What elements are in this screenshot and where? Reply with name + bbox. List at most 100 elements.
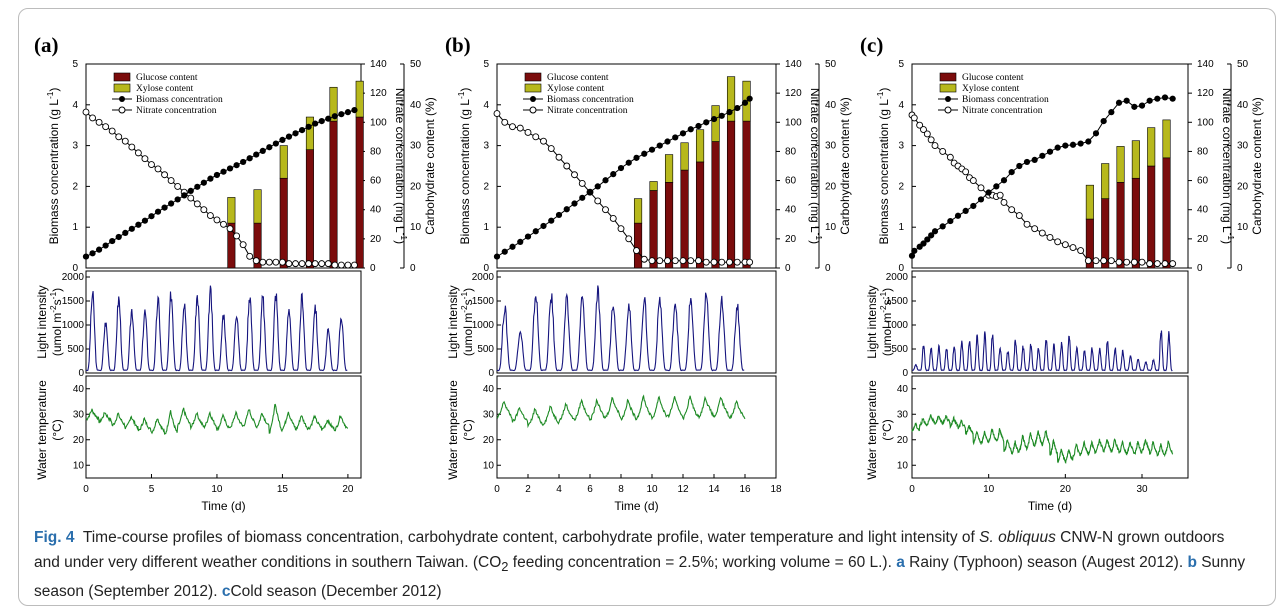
panel-1-biomass-tick-label: 2: [483, 181, 489, 192]
panel-1-x-tick-label: 16: [739, 484, 751, 495]
panel-2-top-frame: [911, 63, 1189, 269]
panel-0-nitrate-point: [200, 206, 208, 214]
panel-1-nitrate-point: [532, 133, 540, 141]
panel-0-biomass-point: [148, 213, 155, 220]
figure-frame: [18, 8, 1276, 606]
panel-0-biomass-tick-label: 1: [72, 222, 78, 233]
panel-0-biomass-tick-label: 5: [72, 59, 78, 70]
panel-0-biomass-point: [82, 253, 90, 260]
panel-1-temp-tick-label: 40: [483, 384, 495, 395]
panel-0-y-temp-label-1: Water temperature: [35, 380, 49, 480]
panel-1-nitrate-point: [501, 118, 509, 126]
panel-2-legend-xylose-swatch: [939, 83, 957, 93]
panel-1-biomass-point: [517, 238, 524, 245]
panel-0-biomass-point: [95, 246, 103, 253]
panel-1-x-tick-label: 14: [708, 484, 720, 495]
panel-0-light-tick-label: 0: [78, 368, 84, 379]
panel-1-carb-tick-label: 20: [825, 181, 837, 192]
panel-0-carb-tick-label: 10: [410, 222, 422, 233]
panel-0-nitrate-point: [344, 261, 352, 269]
panel-2-legend-text-2: Biomass concentration: [962, 95, 1049, 105]
panel-0-biomass-point: [200, 179, 207, 186]
panel-1-y-carb-label: Carbohydrate content (%): [838, 97, 852, 234]
panel-1-biomass-point: [726, 109, 733, 116]
panel-2-x-tick-label: 10: [983, 484, 995, 495]
panel-0-nitrate-point: [148, 161, 155, 168]
panel-0-xylose-bar: [253, 189, 262, 224]
panel-2-legend-nitrate-marker: [944, 106, 952, 114]
panel-0-biomass-point: [233, 162, 240, 169]
panel-2-nitrate-tick-label: 20: [1197, 234, 1209, 245]
panel-2-biomass-point: [911, 247, 918, 254]
panel-1-biomass-point: [610, 171, 617, 178]
panel-1-nitrate-point: [746, 258, 754, 266]
panel-2-nitrate-point: [1031, 225, 1039, 233]
panel-2-biomass-point: [1138, 102, 1146, 109]
panel-1-biomass-point: [641, 150, 648, 157]
panel-1-legend-text-2: Biomass concentration: [547, 95, 634, 105]
panel-0-x-tick-label: 0: [83, 484, 89, 495]
panel-0-legend-nitrate-marker: [118, 106, 126, 114]
panel-2-nitrate-tick-label: 140: [1197, 59, 1214, 70]
panel-0-xylose-bar: [227, 197, 236, 224]
panel-2-biomass-point: [962, 207, 969, 214]
panel-2-xylose-bar: [1101, 163, 1110, 199]
caption-label: Fig. 4: [34, 529, 75, 546]
panel-1-biomass-point: [548, 217, 555, 224]
panel-0-carb-tick-label: 30: [410, 141, 422, 152]
panel-2-biomass-point: [1169, 95, 1176, 102]
panel-2-biomass-point: [1146, 97, 1153, 104]
panel-1-nitrate-point: [516, 124, 524, 132]
panel-1-x-tick-label: 10: [646, 484, 658, 495]
panel-1-x-label: Time (d): [614, 499, 658, 513]
panel-2-nitrate-point: [1138, 258, 1146, 266]
panel-1-y-temp-label-1: Water temperature: [446, 380, 460, 480]
panel-1-biomass-point: [741, 99, 749, 106]
panel-2-light-frame: [911, 270, 1189, 374]
panel-0-carb-tick-label: 50: [410, 59, 422, 70]
panel-1-nitrate-point: [656, 257, 664, 265]
panel-0-nitrate-point: [278, 258, 286, 266]
panel-1-nitrate-point: [578, 180, 586, 187]
caption-a-label: a: [896, 554, 905, 571]
panel-1-biomass-point: [617, 164, 625, 172]
panel-0-legend-biomass-marker: [119, 96, 125, 102]
panel-0-nitrate-point: [233, 232, 241, 240]
panel-0-x-tick-label: 10: [211, 484, 223, 495]
figure-4: (a)01234502040608010012014001020304050Bi…: [34, 33, 1264, 513]
panel-0-biomass-point: [174, 196, 181, 203]
panel-0-biomass-point: [259, 147, 266, 155]
panel-1-biomass-point: [555, 211, 563, 219]
panel-2-light-series: [911, 330, 1173, 372]
panel-2-nitrate-point: [1015, 212, 1023, 219]
panel-0-nitrate-point: [265, 258, 273, 266]
panel-0-carb-tick-label: 40: [410, 100, 422, 111]
panel-2-biomass-point: [1077, 140, 1084, 147]
panel-2-x-tick-label: 30: [1136, 484, 1148, 495]
panel-2-label: (c): [860, 33, 883, 57]
panel-2-nitrate-point: [1130, 258, 1138, 266]
panel-0-nitrate-point: [311, 260, 319, 268]
panel-2-nitrate-point: [1069, 244, 1077, 252]
caption-co2-sub: 2: [501, 559, 509, 575]
panel-0-nitrate-point: [213, 216, 221, 224]
panel-2-nitrate-point: [996, 191, 1004, 199]
panel-0-xylose-bar: [279, 145, 288, 179]
panel-2-biomass-point: [954, 212, 962, 219]
panel-2-biomass-point: [970, 202, 977, 210]
panel-2-temp-tick-label: 10: [897, 460, 909, 471]
figure-caption: Fig. 4 Time-course profiles of biomass c…: [34, 525, 1249, 604]
panel-2-nitrate-point: [939, 147, 947, 155]
panel-1-nitrate-point: [609, 215, 617, 222]
panel-1-biomass-point: [540, 222, 547, 230]
panel-1-light-tick-label: 500: [477, 344, 494, 355]
panel-0-biomass-point: [207, 175, 214, 182]
panel-0-nitrate-point: [115, 133, 123, 141]
panel-0-biomass-point: [246, 155, 253, 162]
panel-0-glucose-bar: [279, 177, 288, 269]
panel-2-biomass-point: [1115, 99, 1123, 106]
panel-2-biomass-tick-label: 0: [898, 263, 904, 274]
panel-1-y-biomass-label: Biomass concentration (g L-1): [456, 88, 472, 245]
panel-0-nitrate-point: [154, 165, 162, 173]
panel-2-legend-text-1: Xylose content: [962, 84, 1020, 94]
